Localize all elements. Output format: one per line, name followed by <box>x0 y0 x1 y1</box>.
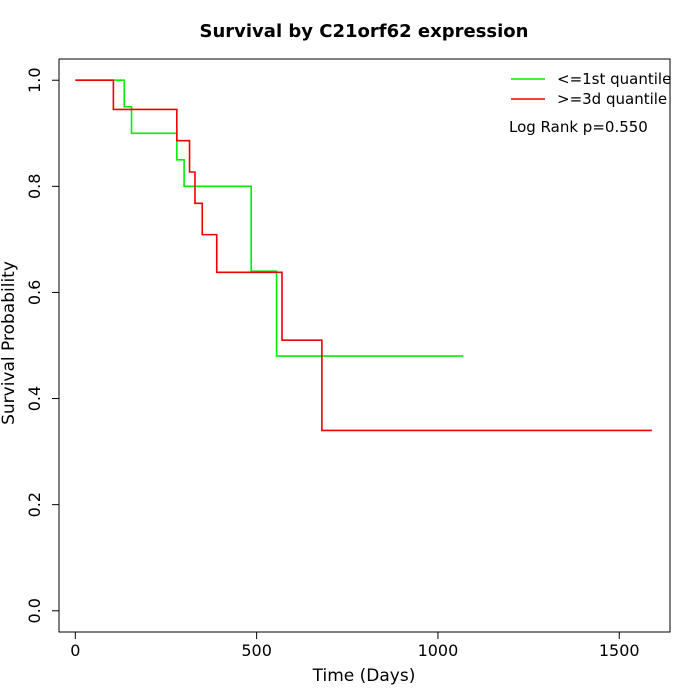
x-axis-label: Time (Days) <box>312 666 416 686</box>
y-tick-label: 0.2 <box>25 492 44 517</box>
series-line-1 <box>75 79 652 432</box>
x-tick-label: 500 <box>241 641 272 660</box>
log-rank-annotation: Log Rank p=0.550 <box>509 118 648 136</box>
x-tick-label: 0 <box>70 641 80 660</box>
y-tick-label: 0.6 <box>25 280 44 305</box>
legend-entry-label: <=1st quantile <box>557 70 671 88</box>
x-axis: 0 500 1000 1500 <box>70 631 640 660</box>
series-line-0 <box>75 79 464 357</box>
legend-entry-label: >=3d quantile <box>557 90 667 108</box>
y-tick-label: 0.4 <box>25 386 44 411</box>
x-tick-label: 1500 <box>599 641 640 660</box>
y-tick-label: 0.8 <box>25 174 44 199</box>
series-layer <box>75 79 652 432</box>
y-tick-label: 1.0 <box>25 67 44 92</box>
chart-title: Survival by C21orf62 expression <box>200 21 529 42</box>
x-tick-label: 1000 <box>418 641 459 660</box>
y-axis: 0.0 0.2 0.4 0.6 0.8 1.0 <box>25 67 60 624</box>
y-tick-label: 0.0 <box>25 598 44 623</box>
legend: <=1st quantile >=3d quantile <box>511 70 671 108</box>
plot-frame <box>58 58 671 633</box>
y-axis-label: Survival Probability <box>0 261 19 425</box>
